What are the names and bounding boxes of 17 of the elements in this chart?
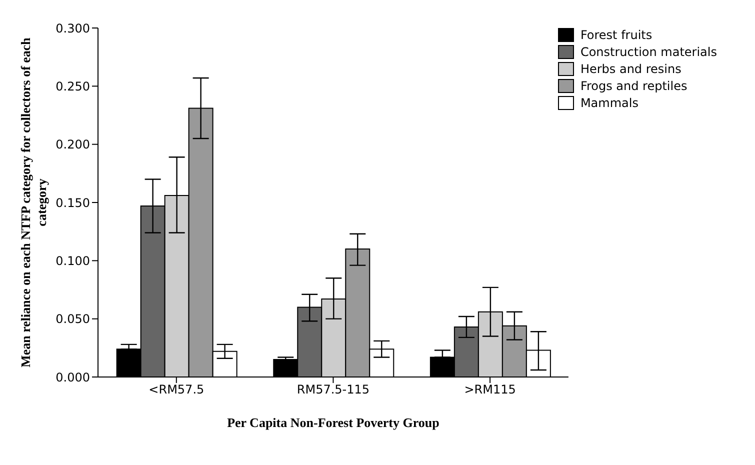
x-axis-title: Per Capita Non-Forest Poverty Group xyxy=(227,415,440,430)
legend-label: Forest fruits xyxy=(580,28,652,42)
y-tick-label: 0.100 xyxy=(56,254,90,268)
legend-label: Construction materials xyxy=(580,45,717,59)
legend-label: Herbs and resins xyxy=(580,62,682,76)
legend-label: Mammals xyxy=(580,96,638,110)
y-tick-label: 0.250 xyxy=(56,79,90,94)
y-tick-label: 0.300 xyxy=(56,21,90,36)
x-tick-label: <RM57.5 xyxy=(148,382,204,397)
x-tick-label: RM57.5-115 xyxy=(296,382,370,397)
y-tick-label: 0.150 xyxy=(56,196,90,210)
x-tick-label: >RM115 xyxy=(464,382,516,397)
y-tick-label: 0.050 xyxy=(56,312,90,326)
y-tick-label: 0.000 xyxy=(56,370,90,384)
y-tick-label: 0.200 xyxy=(56,138,90,152)
legend-label: Frogs and reptiles xyxy=(580,79,688,93)
y-axis-title: Mean reliance on each NTFP category for collectors of each category xyxy=(18,36,49,368)
